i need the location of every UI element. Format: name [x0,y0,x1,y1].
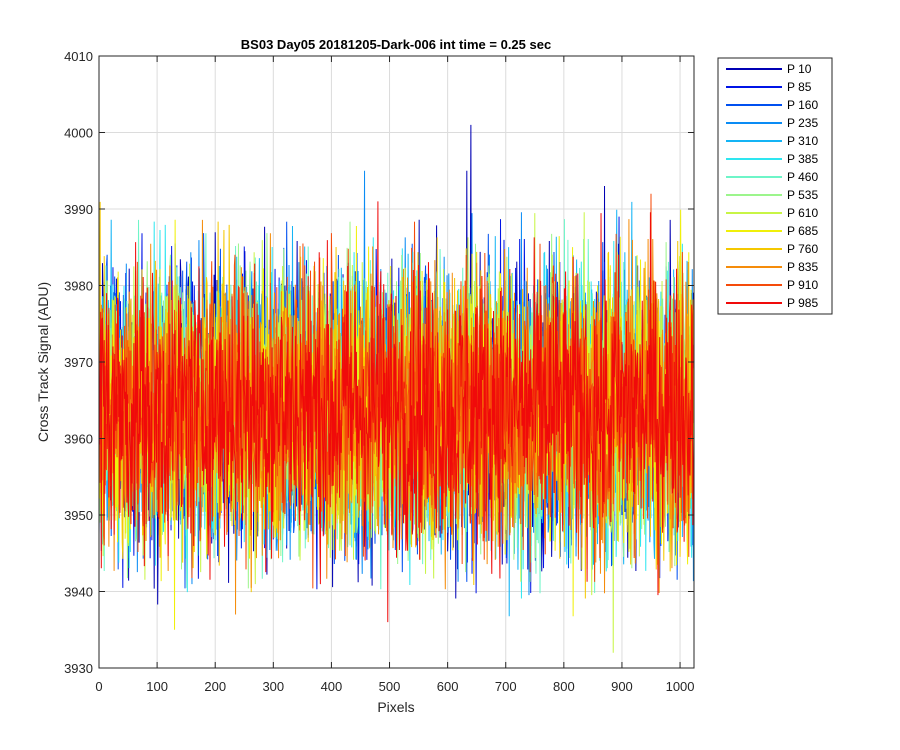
legend-label: P 685 [787,224,818,238]
y-tick-label: 3940 [64,585,93,600]
y-tick-label: 3930 [64,661,93,676]
y-tick-label: 4000 [64,126,93,141]
chart-title: BS03 Day05 20181205-Dark-006 int time = … [241,37,551,52]
y-tick-label: 3970 [64,355,93,370]
legend-label: P 910 [787,278,818,292]
series-line-p-985 [98,201,695,623]
x-tick-label: 900 [611,679,633,694]
legend-label: P 10 [787,62,812,76]
x-tick-label: 200 [204,679,226,694]
legend-label: P 160 [787,98,818,112]
legend-label: P 385 [787,152,818,166]
x-tick-label: 800 [553,679,575,694]
x-tick-label: 1000 [666,679,695,694]
x-tick-label: 100 [146,679,168,694]
x-tick-label: 700 [495,679,517,694]
legend-label: P 85 [787,80,812,94]
legend-box [717,57,833,315]
x-axis-label: Pixels [377,699,414,715]
legend-label: P 460 [787,170,818,184]
legend-label: P 310 [787,134,818,148]
y-tick-label: 3980 [64,279,93,294]
x-tick-label: 600 [437,679,459,694]
y-tick-label: 3960 [64,432,93,447]
x-tick-label: 400 [321,679,343,694]
y-axis-label: Cross Track Signal (ADU) [35,282,51,442]
legend: P 10 P 85 P 160 P 235 P 310 P 385 P 460 P 535 P … [717,57,833,315]
y-tick-label: 3990 [64,202,93,217]
legend-label: P 535 [787,188,818,202]
series-group [98,124,695,653]
x-tick-label: 500 [379,679,401,694]
legend-label: P 985 [787,296,818,310]
legend-label: P 235 [787,116,818,130]
y-tick-label: 3950 [64,508,93,523]
legend-label: P 610 [787,206,818,220]
legend-label: P 760 [787,242,818,256]
legend-label: P 835 [787,260,818,274]
ticks: 0 100 200 300 400 500 600 700 800 900 1000 3930 3940… [64,49,694,694]
x-tick-label: 0 [95,679,102,694]
x-tick-label: 300 [262,679,284,694]
y-tick-label: 4010 [64,49,93,64]
